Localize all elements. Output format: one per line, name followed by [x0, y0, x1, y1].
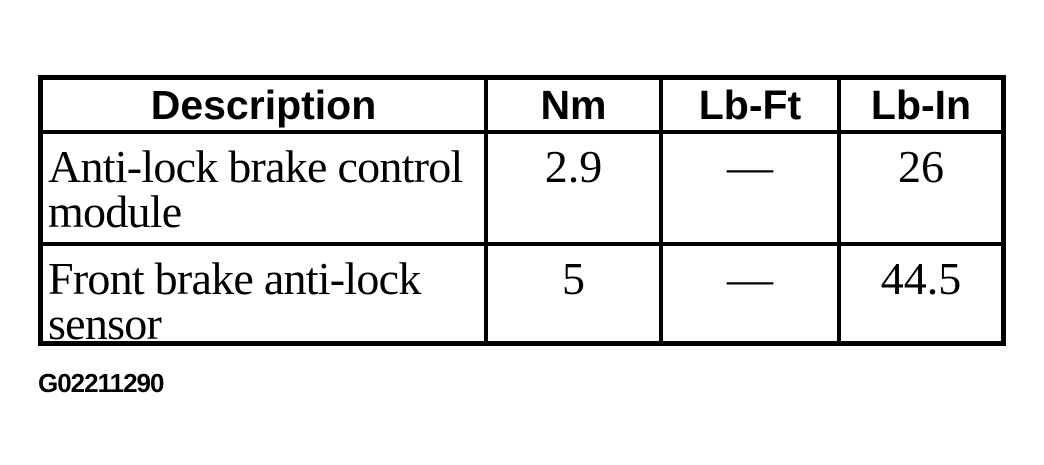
row1-lb-ft-cell: — — [663, 134, 841, 246]
row2-nm-cell: 5 — [488, 246, 663, 341]
header-cell-lb-in: Lb-In — [841, 80, 1001, 134]
row2-description-cell: Front brake anti-lock sensor — [43, 246, 488, 341]
row1-nm-cell: 2.9 — [488, 134, 663, 246]
row2-lb-ft-cell: — — [663, 246, 841, 341]
row1-description-cell: Anti-lock brake control module — [43, 134, 488, 246]
header-cell-lb-ft: Lb-Ft — [663, 80, 841, 134]
figure-id: G02211290 — [38, 368, 164, 398]
header-cell-description: Description — [43, 80, 488, 134]
header-cell-nm: Nm — [488, 80, 663, 134]
row1-lb-in-cell: 26 — [841, 134, 1001, 246]
torque-spec-table: Description Nm Lb-Ft Lb-In Anti-lock bra… — [38, 75, 1006, 346]
row2-lb-in-cell: 44.5 — [880, 253, 962, 304]
